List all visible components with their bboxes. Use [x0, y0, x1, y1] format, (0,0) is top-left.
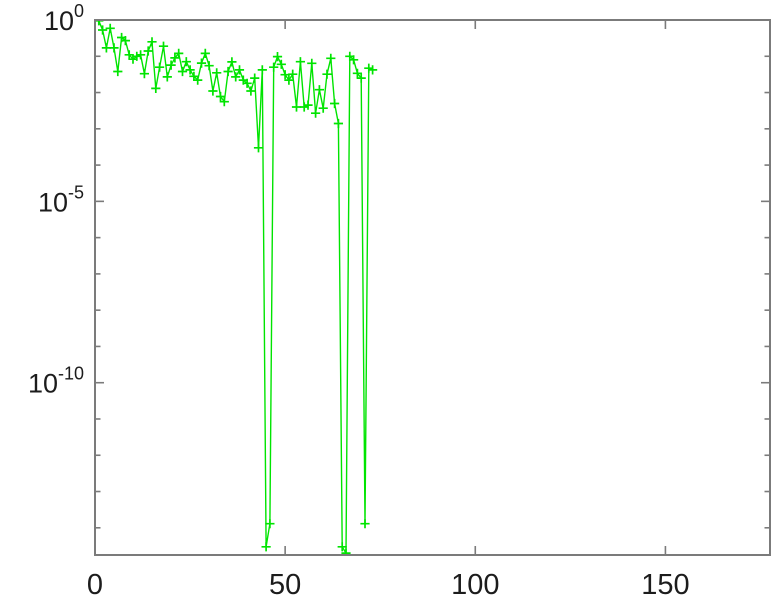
data-point-marker — [166, 60, 176, 70]
data-point-marker — [139, 69, 149, 79]
y-tick-label: 10-10 — [28, 364, 84, 399]
data-point-marker — [253, 143, 264, 153]
data-point-marker — [269, 62, 279, 72]
data-point-marker — [215, 91, 226, 102]
data-point-marker — [326, 53, 336, 63]
data-point-marker — [162, 72, 172, 82]
data-point-marker — [356, 73, 366, 83]
data-point-marker — [212, 68, 222, 78]
x-tick-label: 150 — [641, 569, 689, 600]
data-point-marker — [105, 23, 115, 33]
data-point-marker — [158, 41, 169, 51]
data-point-marker — [136, 50, 146, 60]
data-point-marker — [204, 61, 214, 71]
data-point-marker — [185, 65, 195, 75]
data-point-marker — [272, 52, 283, 62]
data-series — [94, 20, 378, 556]
data-point-marker — [193, 75, 203, 85]
data-point-marker — [181, 57, 191, 67]
data-point-marker — [276, 59, 286, 69]
axes-box — [94, 19, 771, 556]
x-tick-label: 0 — [87, 569, 103, 600]
data-point-marker — [177, 66, 188, 77]
data-point-marker — [303, 100, 313, 110]
data-point-marker — [291, 102, 302, 112]
data-point-marker — [352, 68, 362, 78]
data-point-marker — [368, 65, 378, 75]
data-point-marker — [360, 519, 370, 529]
data-point-marker — [246, 86, 256, 96]
data-point-marker — [223, 66, 233, 77]
data-point-marker — [250, 73, 260, 83]
data-point-marker — [147, 37, 157, 47]
data-point-marker — [330, 98, 340, 109]
data-point-marker — [349, 55, 359, 65]
data-point-marker — [242, 78, 252, 88]
x-tick-label: 50 — [269, 569, 301, 600]
data-point-marker — [295, 57, 305, 67]
data-point-marker — [318, 103, 328, 113]
y-tick-label: 100 — [44, 1, 84, 36]
data-point-marker — [219, 97, 229, 107]
data-point-marker — [120, 36, 130, 46]
data-point-marker — [284, 75, 294, 85]
data-point-marker — [151, 83, 161, 93]
data-point-marker — [234, 65, 245, 75]
data-point-marker — [155, 62, 165, 72]
data-point-marker — [208, 86, 218, 96]
data-point-marker — [322, 69, 332, 79]
data-point-marker — [288, 69, 298, 79]
data-point-marker — [143, 46, 153, 56]
data-point-marker — [231, 72, 241, 82]
data-point-marker — [196, 58, 207, 68]
data-point-marker — [314, 85, 324, 95]
data-point-marker — [341, 548, 351, 556]
y-axis: 100 10-5 10-10 — [28, 1, 84, 399]
data-point-marker — [98, 25, 108, 35]
data-point-marker — [200, 48, 210, 58]
x-axis: 0 50 100 150 — [87, 569, 690, 600]
data-point-marker — [311, 108, 321, 118]
data-point-marker — [307, 58, 317, 68]
data-point-marker — [227, 57, 237, 67]
data-point-marker — [337, 542, 347, 552]
data-point-marker — [257, 65, 267, 75]
data-point-markers — [94, 20, 378, 556]
x-tick-label: 100 — [451, 569, 499, 600]
data-point-marker — [333, 118, 343, 129]
y-tick-label: 10-5 — [38, 182, 84, 217]
data-point-marker — [261, 542, 271, 552]
data-point-marker — [109, 43, 119, 53]
data-point-marker — [113, 66, 123, 77]
data-point-marker — [174, 48, 184, 58]
data-point-marker — [265, 519, 275, 529]
